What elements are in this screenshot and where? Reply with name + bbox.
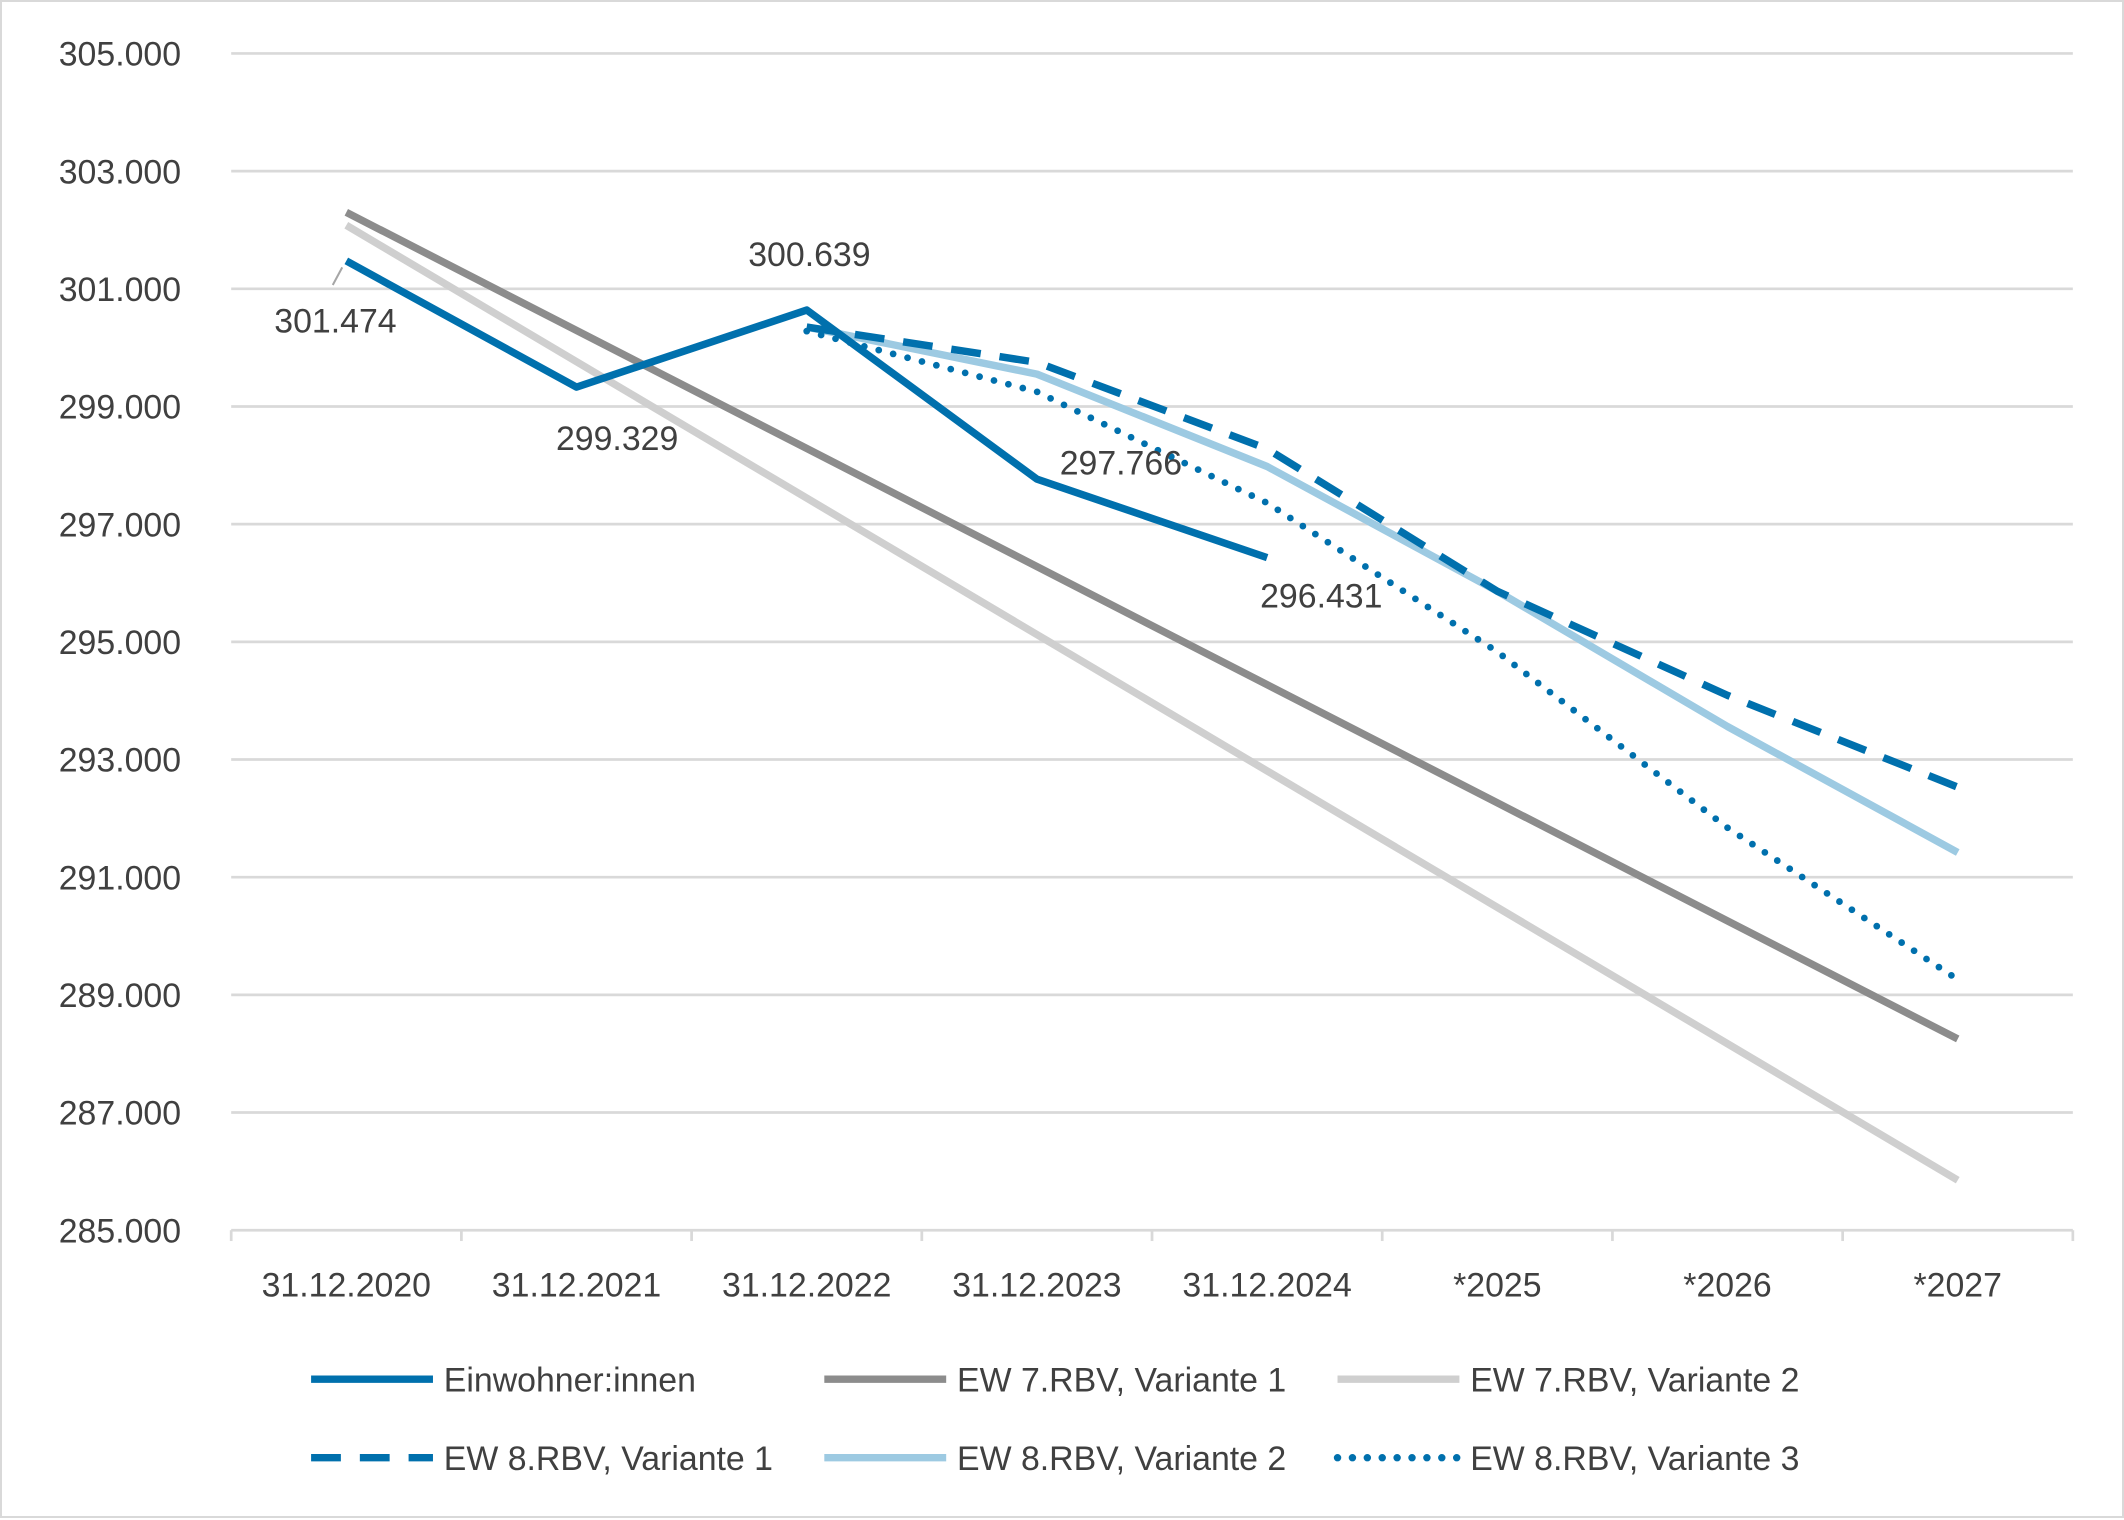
y-tick-label: 293.000 bbox=[59, 742, 181, 780]
series-line-0 bbox=[344, 257, 1269, 562]
x-tick-label: *2027 bbox=[1914, 1267, 2002, 1305]
y-tick-label: 301.000 bbox=[59, 271, 181, 309]
label-leader-line bbox=[331, 266, 344, 286]
y-tick-label: 289.000 bbox=[59, 977, 181, 1015]
y-tick-label: 303.000 bbox=[59, 153, 181, 191]
data-label: 297.766 bbox=[1060, 445, 1182, 483]
y-tick-label: 305.000 bbox=[59, 36, 181, 74]
y-tick-label: 297.000 bbox=[59, 506, 181, 544]
data-label: 296.431 bbox=[1260, 577, 1382, 615]
y-tick-label: 287.000 bbox=[59, 1095, 181, 1133]
legend-label: EW 8.RBV, Variante 1 bbox=[444, 1440, 773, 1478]
data-label: 301.474 bbox=[274, 302, 396, 340]
y-tick-label: 299.000 bbox=[59, 389, 181, 427]
legend-label: EW 8.RBV, Variante 2 bbox=[957, 1440, 1286, 1478]
series-line-4 bbox=[805, 323, 1960, 856]
legend-label: Einwohner:innen bbox=[444, 1361, 696, 1399]
data-label: 299.329 bbox=[556, 420, 678, 458]
series-line-1 bbox=[344, 209, 1960, 1043]
x-tick-label: 31.12.2024 bbox=[1182, 1267, 1351, 1305]
series-line-2 bbox=[344, 222, 1960, 1184]
legend-label: EW 7.RBV, Variante 2 bbox=[1470, 1361, 1799, 1399]
data-label: 300.639 bbox=[748, 236, 870, 274]
y-tick-label: 291.000 bbox=[59, 859, 181, 897]
y-tick-label: 295.000 bbox=[59, 624, 181, 662]
y-tick-label: 285.000 bbox=[59, 1212, 181, 1250]
x-tick-label: 31.12.2021 bbox=[492, 1267, 661, 1305]
x-tick-label: 31.12.2023 bbox=[952, 1267, 1121, 1305]
series-line-3 bbox=[806, 323, 1960, 791]
x-tick-label: *2026 bbox=[1683, 1267, 1771, 1305]
x-tick-label: 31.12.2022 bbox=[722, 1267, 891, 1305]
legend-label: EW 8.RBV, Variante 3 bbox=[1470, 1440, 1799, 1478]
x-tick-label: 31.12.2020 bbox=[262, 1267, 431, 1305]
series-line-5 bbox=[803, 327, 1962, 983]
x-tick-label: *2025 bbox=[1453, 1267, 1541, 1305]
legend-label: EW 7.RBV, Variante 1 bbox=[957, 1361, 1286, 1399]
